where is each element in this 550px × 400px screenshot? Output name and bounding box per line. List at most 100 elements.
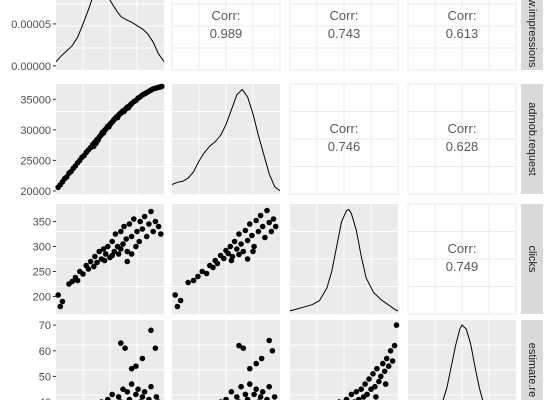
scatter-point (109, 238, 115, 245)
facet-strip-1: admob.request (521, 84, 543, 194)
y-tick-label: 250 (33, 267, 51, 279)
scatter-point (158, 231, 164, 237)
scatter-point (131, 216, 137, 222)
scatter-point (69, 278, 75, 285)
scatter-point (124, 258, 131, 265)
scatter-point (244, 396, 251, 400)
scatter-point (120, 386, 126, 393)
scatter-points-r1-c0 (55, 83, 165, 191)
scatter-point (109, 252, 115, 259)
density-curve-1 (171, 88, 281, 192)
strip-background (521, 0, 543, 70)
scatter-point (374, 365, 380, 372)
scatter-points-r3-c0 (99, 327, 161, 400)
corr-label: Corr: (448, 241, 477, 256)
scatter-point (264, 207, 270, 214)
strip-label: clicks (526, 246, 538, 273)
scatter-point (139, 394, 146, 400)
panel-r1-c2 (289, 83, 399, 195)
corr-value: 0.989 (210, 26, 243, 41)
scatter-point (115, 394, 122, 400)
scatter-point (109, 391, 115, 398)
scatter-point (195, 273, 201, 280)
scatter-point (268, 228, 275, 235)
scatter-point (247, 221, 253, 227)
scatter-point (135, 386, 141, 393)
scatter-point (249, 232, 255, 239)
scatter-point (139, 355, 146, 362)
scatter-point (259, 389, 266, 395)
scatter-point (234, 394, 240, 400)
scatter-point (247, 381, 253, 387)
scatter-point (203, 270, 210, 277)
scatter-point (244, 256, 251, 262)
scatter-point (234, 246, 240, 252)
scatter-point (264, 396, 270, 400)
scatter-point (244, 237, 251, 244)
scatter-point (126, 396, 133, 400)
y-tick-label: 70 (39, 320, 51, 332)
scatter-point (118, 246, 124, 252)
scatter-point (253, 360, 259, 367)
scatter-point (199, 268, 205, 275)
scatter-point (87, 258, 94, 265)
corr-label: Corr: (330, 8, 359, 23)
scatter-point (100, 246, 107, 252)
strip-background (521, 84, 543, 194)
corr-value: 0.746 (328, 139, 361, 154)
corr-value: 0.743 (328, 26, 361, 41)
panel-r3-c0 (56, 320, 164, 400)
panel-r3-c2 (290, 320, 398, 400)
scatter-point (380, 360, 386, 367)
scatter-point (370, 371, 376, 377)
scatter-point (231, 238, 238, 245)
panel-r1-c3 (407, 83, 517, 195)
scatter-point (348, 391, 355, 398)
scatter-point (366, 376, 372, 382)
scatter-point (382, 381, 389, 387)
strip-background (521, 320, 543, 400)
corr-label: Corr: (212, 8, 241, 23)
scatter-point (174, 303, 181, 310)
scatter-point (112, 231, 119, 237)
y-tick-label: 300 (33, 242, 51, 254)
scatter-point (124, 389, 131, 395)
scatter-point (143, 233, 150, 240)
scatter-point (118, 340, 124, 346)
scatter-point (242, 391, 249, 398)
y-tick-label: 60 (39, 346, 51, 358)
scatter-point (96, 248, 102, 255)
y-tick-label: 35000 (20, 94, 51, 106)
scatter-point (115, 251, 122, 257)
scatter-point (387, 348, 394, 354)
facet-strip-2: clicks (521, 204, 543, 314)
scatter-point (92, 253, 98, 260)
scatter-point (148, 208, 154, 215)
scatter-point (148, 327, 154, 334)
scatter-point (148, 383, 154, 390)
scatter-point (257, 212, 264, 219)
scatter-point (57, 303, 64, 310)
scatter-point (128, 381, 135, 387)
scatter-point (247, 365, 253, 372)
scatter-point (257, 394, 264, 400)
corr-label: Corr: (448, 121, 477, 136)
scatter-point (190, 277, 197, 284)
scatter-point (358, 386, 365, 393)
panel-r2-c2 (290, 204, 398, 314)
y-tick-label: 350 (33, 217, 51, 229)
y-tick-label: 40 (39, 397, 51, 400)
strip-label: admob.request (526, 102, 538, 175)
scatter-point (124, 248, 131, 255)
scatter-point (210, 264, 216, 271)
scatter-point (55, 292, 61, 298)
scatter-point (393, 322, 400, 328)
scatter-point (225, 250, 231, 257)
density-curve-3 (442, 324, 484, 400)
scatter-point (236, 231, 242, 237)
panel-r0-c2 (289, 0, 399, 71)
scatter-point (128, 233, 135, 240)
panel-r2-c3 (407, 203, 517, 315)
scatter-point (253, 217, 259, 224)
scatter-points-r3-c2 (337, 322, 400, 400)
